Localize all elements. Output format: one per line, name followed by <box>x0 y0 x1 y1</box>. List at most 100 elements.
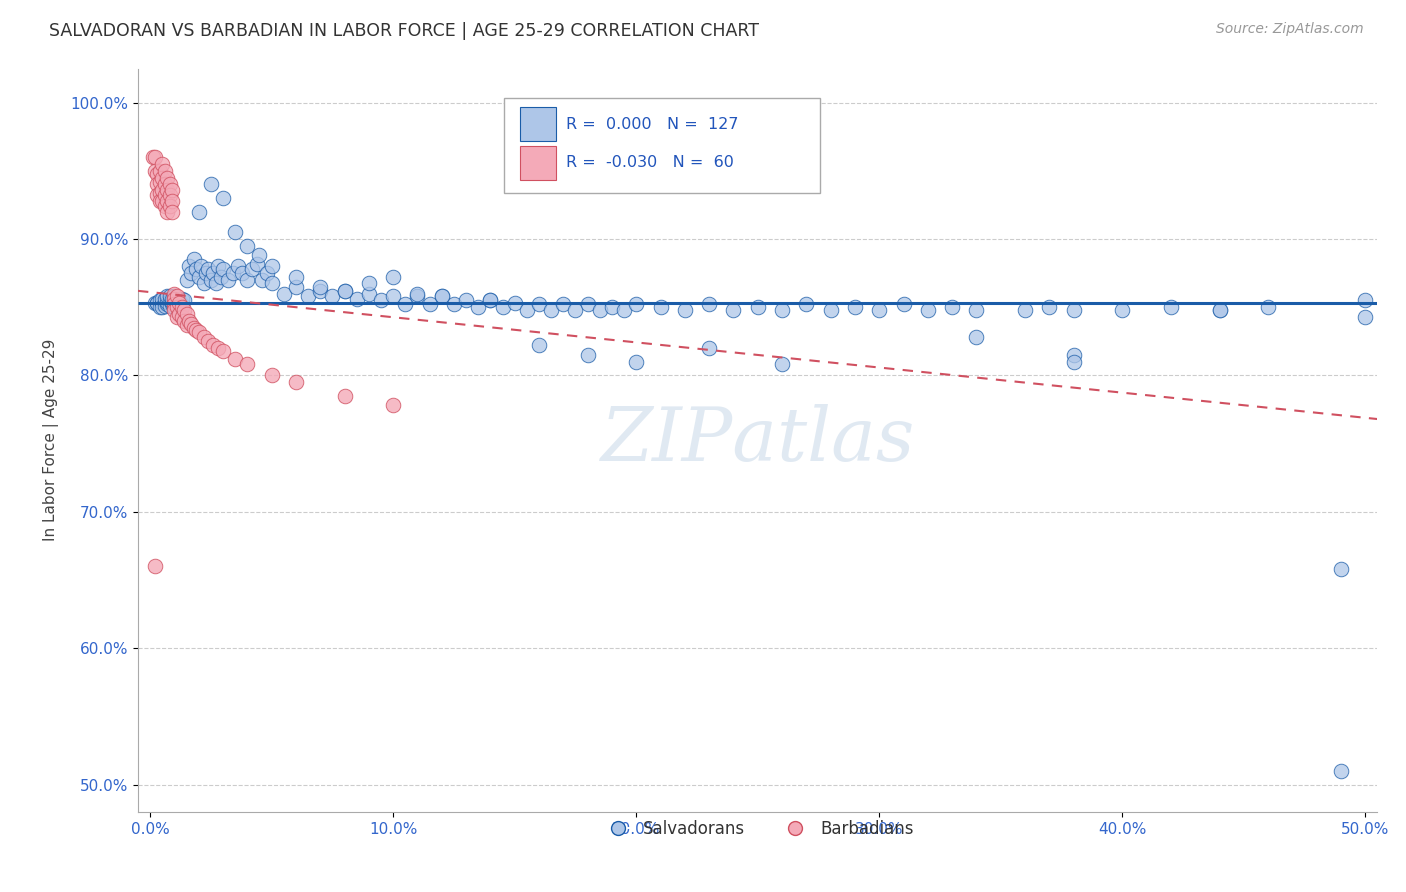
Point <box>197 262 219 277</box>
Point <box>170 310 193 324</box>
Point <box>794 297 817 311</box>
Point <box>382 289 405 303</box>
Point <box>193 330 215 344</box>
Point <box>333 284 356 298</box>
Point <box>156 297 179 311</box>
Text: Source: ZipAtlas.com: Source: ZipAtlas.com <box>1216 22 1364 37</box>
Point <box>430 289 453 303</box>
Point <box>479 293 502 308</box>
Point <box>844 300 866 314</box>
Point <box>747 300 769 314</box>
Point <box>479 293 502 308</box>
Point <box>382 270 405 285</box>
Point <box>260 260 283 274</box>
Point <box>153 188 176 202</box>
Point <box>222 266 245 280</box>
Point <box>190 260 212 274</box>
Point <box>406 286 429 301</box>
Point <box>159 299 181 313</box>
Point <box>1111 302 1133 317</box>
Point <box>187 204 209 219</box>
Point <box>697 297 720 311</box>
Point <box>1063 355 1085 369</box>
Point <box>212 262 235 277</box>
Point <box>170 297 193 311</box>
Point <box>467 300 489 314</box>
Legend: Salvadorans, Barbadians: Salvadorans, Barbadians <box>595 814 921 845</box>
Point <box>226 260 249 274</box>
Point <box>231 266 253 280</box>
Point <box>240 262 263 277</box>
Point <box>153 299 176 313</box>
Point <box>176 307 198 321</box>
Point <box>600 300 623 314</box>
Point <box>160 204 183 219</box>
Point <box>1038 300 1060 314</box>
Point <box>246 256 269 270</box>
Point <box>1208 302 1230 317</box>
Point <box>217 273 239 287</box>
Point <box>893 297 915 311</box>
Point <box>553 297 575 311</box>
Point <box>1354 310 1376 324</box>
Point <box>382 399 405 413</box>
Point <box>200 178 222 192</box>
Point <box>159 199 181 213</box>
Point <box>770 302 793 317</box>
Point <box>1330 764 1353 778</box>
Point <box>321 289 343 303</box>
Point <box>160 294 183 309</box>
Point <box>149 175 172 189</box>
Point <box>820 302 842 317</box>
Point <box>770 358 793 372</box>
Point <box>159 188 181 202</box>
Point <box>576 348 599 362</box>
Point <box>163 302 186 317</box>
FancyBboxPatch shape <box>520 145 555 180</box>
Point <box>224 225 246 239</box>
Y-axis label: In Labor Force | Age 25-29: In Labor Force | Age 25-29 <box>44 339 59 541</box>
Point <box>209 270 232 285</box>
Point <box>187 270 209 285</box>
Point <box>169 307 191 321</box>
Text: ZIP​atlas: ZIP​atlas <box>600 404 915 476</box>
Point <box>284 270 307 285</box>
Point <box>169 296 191 310</box>
Text: R =  -0.030   N =  60: R = -0.030 N = 60 <box>565 155 734 170</box>
FancyBboxPatch shape <box>520 107 555 141</box>
Point <box>1063 302 1085 317</box>
Point <box>212 191 235 205</box>
Point <box>163 297 186 311</box>
Point <box>723 302 745 317</box>
Point <box>207 341 229 355</box>
Point <box>527 338 550 352</box>
Point <box>183 320 205 334</box>
Point <box>143 559 166 574</box>
Point <box>170 292 193 306</box>
Point <box>163 292 186 306</box>
Point <box>204 276 226 290</box>
Point <box>149 186 172 200</box>
Point <box>673 302 696 317</box>
Point <box>150 170 173 185</box>
Point <box>1160 300 1182 314</box>
Point <box>576 297 599 311</box>
Point <box>156 170 179 185</box>
Point <box>173 314 195 328</box>
Point <box>624 355 647 369</box>
Point <box>177 260 200 274</box>
Point <box>163 300 186 314</box>
Point <box>503 296 526 310</box>
Point <box>150 157 173 171</box>
Point <box>176 318 198 332</box>
Point <box>917 302 939 317</box>
Point <box>156 289 179 303</box>
Point <box>159 293 181 308</box>
Point <box>153 292 176 306</box>
Point <box>430 289 453 303</box>
Point <box>540 302 562 317</box>
Point <box>173 302 195 317</box>
Point <box>260 276 283 290</box>
Point <box>516 302 538 317</box>
Point <box>212 343 235 358</box>
